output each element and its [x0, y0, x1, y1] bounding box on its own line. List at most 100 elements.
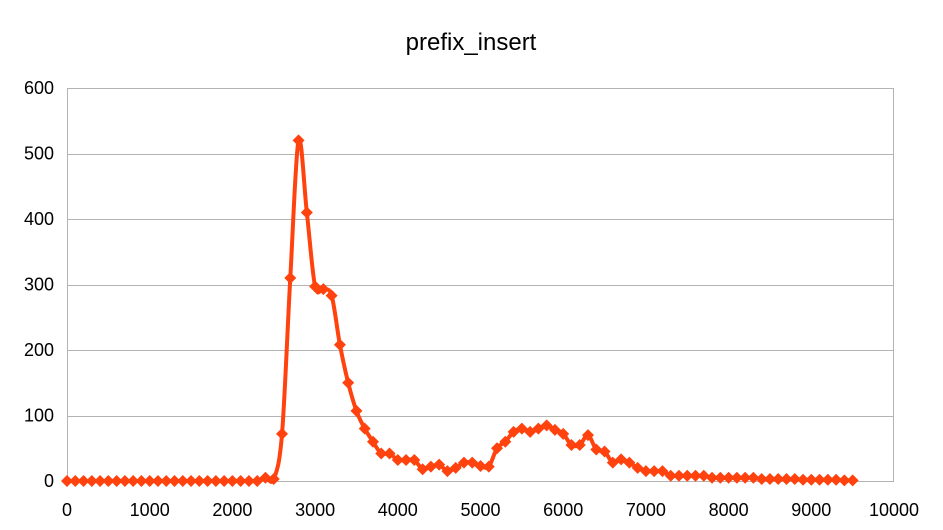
x-tick-label: 1000 [130, 500, 170, 520]
data-point-marker [697, 469, 710, 482]
data-point-marker [730, 471, 743, 484]
data-point-marker [548, 423, 561, 436]
data-point-marker [234, 475, 247, 487]
x-tick-label: 9000 [791, 500, 831, 520]
data-point-marker [830, 473, 843, 486]
data-point-marker [681, 469, 694, 482]
data-point-marker [135, 475, 148, 487]
data-point-marker [69, 475, 82, 487]
data-point-marker [193, 475, 206, 487]
data-point-marker [85, 475, 98, 487]
data-point-marker [672, 469, 685, 482]
data-point-marker [375, 447, 388, 460]
y-tick-label: 500 [24, 144, 54, 164]
data-point-marker [209, 475, 222, 487]
data-point-marker [706, 471, 719, 484]
data-point-marker [176, 475, 189, 487]
data-point-marker [772, 473, 785, 486]
data-point-marker [797, 473, 810, 486]
data-point-marker [276, 427, 289, 440]
data-point-marker [846, 474, 859, 487]
data-point-marker [127, 475, 140, 487]
data-point-marker [788, 473, 801, 486]
data-point-marker [540, 419, 553, 432]
data-point-marker [747, 471, 760, 484]
data-point-marker [424, 460, 437, 473]
y-tick-label: 300 [24, 275, 54, 295]
data-point-marker [350, 404, 363, 417]
data-point-marker [259, 471, 272, 484]
data-point-marker [449, 461, 462, 474]
data-point-marker [218, 475, 231, 487]
y-tick-label: 0 [44, 471, 54, 491]
data-point-marker [838, 474, 851, 487]
data-point-marker [292, 134, 305, 147]
x-tick-label: 0 [62, 500, 72, 520]
data-point-marker [590, 443, 603, 456]
data-point-marker [300, 206, 313, 219]
data-point-marker [648, 465, 661, 478]
x-tick-label: 5000 [460, 500, 500, 520]
data-point-marker [160, 475, 173, 487]
data-point-marker [118, 475, 131, 487]
x-tick-label: 2000 [212, 500, 252, 520]
grid-lines [67, 88, 894, 482]
data-point-marker [582, 429, 595, 442]
y-tick-label: 200 [24, 340, 54, 360]
data-point-marker [664, 469, 677, 482]
y-tick-label: 600 [24, 78, 54, 98]
x-tick-label: 8000 [709, 500, 749, 520]
data-point-marker [61, 475, 73, 487]
data-point-marker [342, 376, 355, 389]
data-point-marker [400, 454, 413, 467]
data-point-marker [284, 271, 297, 284]
data-point-marker [780, 473, 793, 486]
x-tick-label: 10000 [869, 500, 919, 520]
data-point-marker [185, 475, 198, 487]
data-point-marker [242, 475, 255, 487]
data-point-marker [499, 435, 512, 448]
x-tick-label: 4000 [378, 500, 418, 520]
data-point-marker [366, 435, 379, 448]
x-tick-label: 3000 [295, 500, 335, 520]
series-line [67, 137, 853, 484]
data-point-marker [94, 475, 107, 487]
data-point-marker [755, 473, 768, 486]
data-point-marker [623, 456, 636, 469]
data-point-marker [821, 473, 834, 486]
y-tick-label: 100 [24, 406, 54, 426]
data-point-marker [143, 475, 156, 487]
data-series [61, 134, 859, 487]
data-point-marker [325, 289, 338, 302]
data-point-marker [391, 454, 404, 467]
chart-title: prefix_insert [406, 29, 537, 56]
data-point-marker [573, 438, 586, 451]
data-point-marker [639, 465, 652, 478]
x-tick-label: 6000 [543, 500, 583, 520]
data-point-marker [102, 475, 115, 487]
data-point-marker [408, 454, 421, 467]
x-tick-label: 7000 [626, 500, 666, 520]
data-point-marker [110, 475, 123, 487]
data-point-marker [722, 471, 735, 484]
data-point-marker [474, 459, 487, 472]
data-point-marker [267, 473, 280, 486]
data-point-marker [813, 473, 826, 486]
y-tick-label: 400 [24, 209, 54, 229]
data-point-marker [77, 475, 90, 487]
data-point-marker [433, 458, 446, 471]
data-point-marker [457, 456, 470, 469]
x-axis-tick-labels: 0 1000 2000 3000 4000 5000 6000 7000 8000 9000 100… [62, 500, 919, 520]
data-point-marker [656, 465, 669, 478]
data-point-marker [482, 460, 495, 473]
data-point-marker [763, 473, 776, 486]
data-point-marker [491, 442, 504, 455]
data-point-marker [739, 471, 752, 484]
data-point-marker [317, 283, 330, 296]
data-point-marker [714, 471, 727, 484]
data-point-marker [333, 338, 346, 351]
data-point-marker [557, 427, 570, 440]
y-axis-tick-labels: 0 100 200 300 400 500 600 [24, 78, 54, 491]
data-point-marker [201, 475, 214, 487]
data-point-marker [598, 445, 611, 458]
